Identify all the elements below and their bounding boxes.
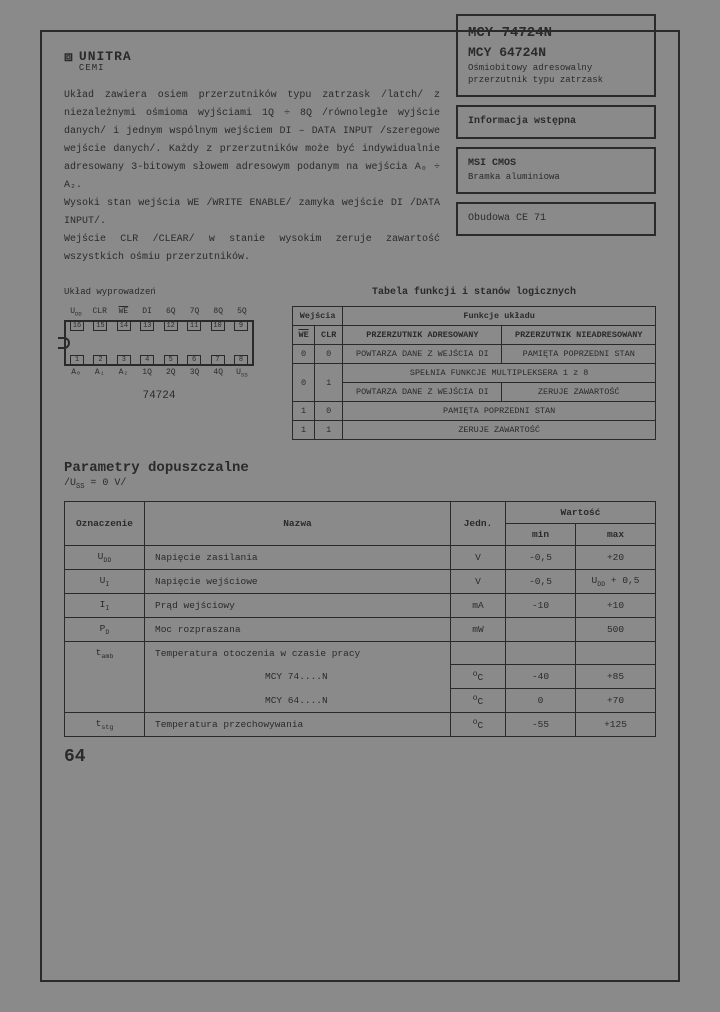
param-row: UDDNapięcie zasilaniaV-0,5+20 bbox=[65, 546, 656, 570]
th-inputs: Wejścia bbox=[293, 307, 343, 326]
params-table: Oznaczenie Nazwa Jedn. Wartość min max U… bbox=[64, 501, 656, 737]
logo-brand: UNITRA bbox=[79, 50, 132, 63]
side-boxes: MCY 74724N MCY 64724N Ośmiobitowy adreso… bbox=[456, 14, 656, 236]
pin-bot-labels: A₀ A₁A₂ 1Q 2Q 3Q4Q USS bbox=[64, 368, 254, 379]
th-sym: Oznaczenie bbox=[65, 502, 145, 546]
datasheet-page: ⧈ UNITRA CEMI Układ zawiera osiem przerz… bbox=[40, 30, 680, 982]
param-row: tambTemperatura otoczenia w czasie pracy bbox=[65, 641, 656, 664]
pin-label: 1Q bbox=[137, 368, 157, 379]
pin-label: 3Q bbox=[185, 368, 205, 379]
pin-label: 7Q bbox=[185, 307, 205, 318]
info-label: Informacja wstępna bbox=[468, 116, 576, 127]
pin-num: 3 bbox=[117, 355, 131, 365]
part-desc-1: Ośmiobitowy adresowalny bbox=[468, 62, 644, 75]
part-2: MCY 64724N bbox=[468, 44, 644, 62]
pin-num: 5 bbox=[164, 355, 178, 365]
pin-bot-nums: 12345678 bbox=[70, 355, 248, 365]
part-1: MCY 74724N bbox=[468, 24, 644, 44]
th-unit: Jedn. bbox=[451, 502, 506, 546]
package-label: Obudowa CE 71 bbox=[468, 213, 546, 224]
th-name: Nazwa bbox=[145, 502, 451, 546]
pin-num: 12 bbox=[164, 321, 178, 331]
pin-label: CLR bbox=[90, 307, 110, 318]
tech-2: Bramka aluminiowa bbox=[468, 171, 644, 184]
function-table-column: Tabela funkcji i stanów logicznych Wejśc… bbox=[292, 287, 656, 440]
pin-label: 8Q bbox=[208, 307, 228, 318]
pin-num: 2 bbox=[93, 355, 107, 365]
page-number: 64 bbox=[64, 747, 656, 767]
th-adr: PRZERZUTNIK ADRESOWANY bbox=[343, 326, 502, 345]
param-row: tstgTemperatura przechowywaniaoC-55+125 bbox=[65, 713, 656, 737]
pin-num: 9 bbox=[234, 321, 248, 331]
chip-body: 161514131211109 12345678 bbox=[64, 320, 254, 366]
tech-1: MSI CMOS bbox=[468, 158, 516, 169]
pin-label: A₁ bbox=[90, 368, 110, 379]
info-box: Informacja wstępna bbox=[456, 105, 656, 139]
pin-num: 8 bbox=[234, 355, 248, 365]
mid-row: Układ wyprowadzeń UDDCLRWEDI6Q7Q8Q5Q 161… bbox=[64, 287, 656, 440]
function-table: Wejścia Funkcje układu WE CLR PRZERZUTNI… bbox=[292, 306, 656, 440]
pin-label: A₀ bbox=[66, 368, 86, 379]
th-func: Funkcje układu bbox=[343, 307, 656, 326]
logo-sub: CEMI bbox=[79, 63, 132, 73]
pin-label: 5Q bbox=[232, 307, 252, 318]
pin-label: A₂ bbox=[113, 368, 133, 379]
param-row: MCY 74....NoC-40+85 bbox=[65, 664, 656, 688]
pin-num: 10 bbox=[211, 321, 225, 331]
pin-label: WE bbox=[113, 307, 133, 318]
th-min: min bbox=[506, 524, 576, 546]
func-title: Tabela funkcji i stanów logicznych bbox=[292, 287, 656, 298]
tech-box: MSI CMOS Bramka aluminiowa bbox=[456, 147, 656, 194]
th-clr: CLR bbox=[315, 326, 343, 345]
pin-label: DI bbox=[137, 307, 157, 318]
pin-label: 4Q bbox=[208, 368, 228, 379]
logo: ⧈ UNITRA CEMI bbox=[64, 50, 440, 73]
param-row: PDMoc rozpraszanamW500 bbox=[65, 617, 656, 641]
params-sub: /USS = 0 V/ bbox=[64, 478, 656, 491]
pin-label: UDD bbox=[66, 307, 86, 318]
th-max: max bbox=[576, 524, 656, 546]
chip-label: 74724 bbox=[64, 390, 254, 402]
pin-label: 6Q bbox=[161, 307, 181, 318]
pin-num: 1 bbox=[70, 355, 84, 365]
pin-num: 15 bbox=[93, 321, 107, 331]
pin-label: 2Q bbox=[161, 368, 181, 379]
params-heading: Parametry dopuszczalne bbox=[64, 460, 656, 476]
pin-top-labels: UDD CLRWE DI 6Q 7Q8Q 5Q bbox=[64, 307, 254, 318]
logo-icon: ⧈ bbox=[64, 50, 73, 66]
th-nadr: PRZERZUTNIK NIEADRESOWANY bbox=[502, 326, 656, 345]
pin-num: 7 bbox=[211, 355, 225, 365]
param-row: UINapięcie wejścioweV-0,5UDD + 0,5 bbox=[65, 569, 656, 593]
pin-num: 16 bbox=[70, 321, 84, 331]
pinout-heading: Układ wyprowadzeń bbox=[64, 287, 274, 297]
title-box: MCY 74724N MCY 64724N Ośmiobitowy adreso… bbox=[456, 14, 656, 97]
pin-num: 11 bbox=[187, 321, 201, 331]
th-we: WE bbox=[293, 326, 315, 345]
top-row: ⧈ UNITRA CEMI Układ zawiera osiem przerz… bbox=[64, 50, 656, 267]
chip-diagram: UDDCLRWEDI6Q7Q8Q5Q 161514131211109 12345… bbox=[64, 307, 254, 402]
pin-num: 6 bbox=[187, 355, 201, 365]
part-desc-2: przerzutnik typu zatrzask bbox=[468, 74, 644, 87]
chip-notch-icon bbox=[58, 337, 70, 349]
param-row: MCY 64....NoC0+70 bbox=[65, 689, 656, 713]
pin-num: 4 bbox=[140, 355, 154, 365]
pinout-column: Układ wyprowadzeń UDDCLRWEDI6Q7Q8Q5Q 161… bbox=[64, 287, 274, 402]
pin-num: 14 bbox=[117, 321, 131, 331]
package-box: Obudowa CE 71 bbox=[456, 202, 656, 236]
th-val: Wartość bbox=[506, 502, 656, 524]
pin-num: 13 bbox=[140, 321, 154, 331]
intro-paragraph: Układ zawiera osiem przerzutników typu z… bbox=[64, 87, 440, 267]
pin-top-nums: 16 15 14 13 12 11 10 9 bbox=[70, 321, 248, 331]
param-row: IIPrąd wejściowymA-10+10 bbox=[65, 593, 656, 617]
pin-label: USS bbox=[232, 368, 252, 379]
